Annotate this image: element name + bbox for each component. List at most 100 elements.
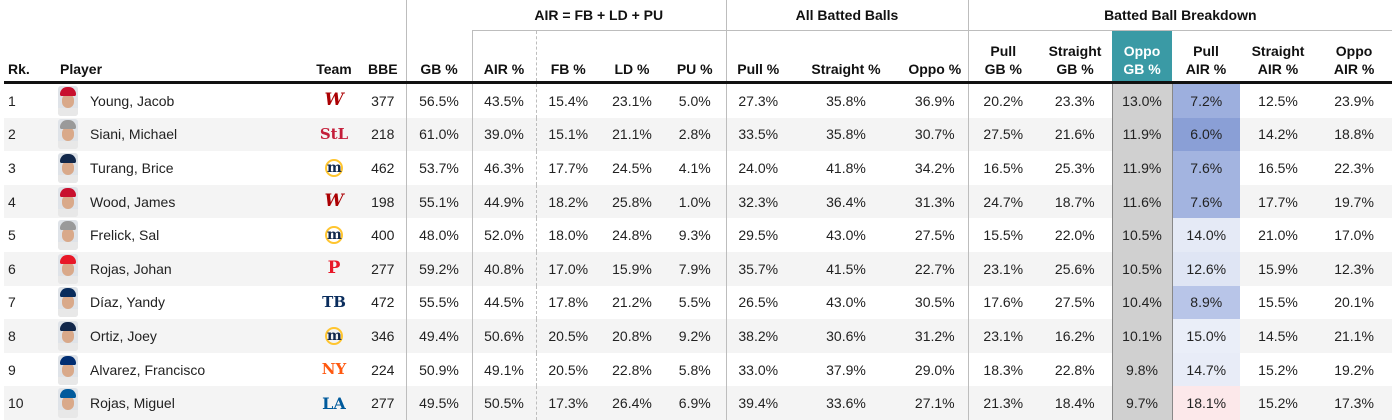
col-header-team[interactable]: Team xyxy=(308,30,360,84)
rank-cell: 4 xyxy=(4,184,52,219)
air-cell: 50.6% xyxy=(471,319,536,353)
player-name[interactable]: Wood, James xyxy=(90,193,176,210)
player-name[interactable]: Siani, Michael xyxy=(90,126,178,143)
fb-cell: 18.2% xyxy=(535,184,600,219)
pull-gb-cell: 16.5% xyxy=(967,151,1039,185)
gb-cell: 61.0% xyxy=(405,117,472,152)
player-wrap: Alvarez, Francisco xyxy=(52,354,308,385)
headshot-face xyxy=(62,228,74,243)
pull-air-cell: 8.9% xyxy=(1172,285,1241,320)
player-headshot-avatar xyxy=(58,186,78,217)
player-cell[interactable]: Alvarez, Francisco xyxy=(52,353,308,387)
straight-air-cell: 21.0% xyxy=(1258,227,1298,244)
player-cell[interactable]: Frelick, Sal xyxy=(52,218,308,252)
table-row-7[interactable]: 7 Díaz, Yandy TB 472 55.5% 44.5% 17.8% 2… xyxy=(4,285,1392,320)
oppo-gb-cell: 10.4% xyxy=(1111,285,1173,320)
headshot-face xyxy=(62,396,74,411)
player-cell[interactable]: Ortiz, Joey xyxy=(52,319,308,353)
team-cell: W xyxy=(308,184,360,219)
player-cell[interactable]: Young, Jacob xyxy=(52,83,308,118)
headshot-cap xyxy=(60,187,76,197)
col-header-pull-gb[interactable]: Pull GB % xyxy=(967,30,1039,84)
table-row-5[interactable]: 5 Frelick, Sal m 400 48.0% 52.0% 18.0% 2… xyxy=(4,218,1392,252)
air-cell: 46.3% xyxy=(471,151,536,185)
headshot-cap xyxy=(60,355,76,365)
col-header-rank[interactable]: Rk. xyxy=(4,30,52,84)
player-headshot-avatar xyxy=(58,287,78,318)
dodgers-logo-icon: LA xyxy=(322,393,346,413)
col-header-player[interactable]: Player xyxy=(52,30,308,84)
player-cell[interactable]: Siani, Michael xyxy=(52,117,308,152)
table-row-10[interactable]: 10 Rojas, Miguel LA 277 49.5% 50.5% 17.3… xyxy=(4,386,1393,420)
bbe-cell: 198 xyxy=(360,184,406,219)
player-name[interactable]: Turang, Brice xyxy=(90,159,174,176)
col-header-straight[interactable]: Straight % xyxy=(790,30,902,84)
straight-cell: 41.8% xyxy=(826,159,866,176)
col-header-gb[interactable]: GB % xyxy=(405,30,472,84)
table-row-3[interactable]: 3 Turang, Brice m 462 53.7% 46.3% 17.7% … xyxy=(4,151,1392,185)
player-cell[interactable]: Díaz, Yandy xyxy=(52,286,308,320)
col-header-straight-air[interactable]: Straight AIR % xyxy=(1240,30,1317,84)
oppo-cell: 36.9% xyxy=(914,92,955,109)
player-cell[interactable]: Wood, James xyxy=(52,184,308,219)
fb-cell: 20.5% xyxy=(535,352,600,387)
brewers-logo-icon: m xyxy=(325,158,343,177)
pull-air-cell: 15.0% xyxy=(1172,319,1241,353)
col-header-bbe[interactable]: BBE xyxy=(360,30,406,84)
straight-gb-cell: 22.8% xyxy=(1054,361,1095,378)
player-cell[interactable]: Turang, Brice xyxy=(52,151,308,185)
col-header-pull-gb-line1: Pull xyxy=(990,43,1017,59)
batted-ball-table: AIR = FB + LD + PU All Batted Balls Batt… xyxy=(4,0,1393,420)
oppo-cell: 22.7% xyxy=(902,251,969,286)
player-name[interactable]: Rojas, Miguel xyxy=(90,395,175,412)
oppo-cell: 30.7% xyxy=(902,117,969,152)
oppo-air-cell: 18.8% xyxy=(1316,117,1393,152)
col-header-oppo-air[interactable]: Oppo AIR % xyxy=(1316,30,1393,84)
player-cell[interactable]: Rojas, Johan xyxy=(52,251,308,286)
player-headshot-avatar xyxy=(58,388,78,419)
player-headshot-avatar xyxy=(58,220,78,251)
col-header-pu[interactable]: PU % xyxy=(664,30,726,84)
table-row-9[interactable]: 9 Alvarez, Francisco NY 224 50.9% 49.1% … xyxy=(4,352,1392,387)
oppo-gb-cell: 11.6% xyxy=(1111,184,1173,219)
player-headshot-avatar xyxy=(58,119,78,150)
mets-logo-icon: NY xyxy=(321,360,347,379)
player-name[interactable]: Díaz, Yandy xyxy=(90,294,165,311)
col-header-air[interactable]: AIR % xyxy=(471,30,536,84)
col-header-ld[interactable]: LD % xyxy=(600,30,664,84)
table-row-1[interactable]: 1 Young, Jacob W 377 56.5% 43.5% 15.4% 2… xyxy=(4,82,1392,118)
player-name[interactable]: Ortiz, Joey xyxy=(90,327,157,344)
player-name[interactable]: Alvarez, Francisco xyxy=(90,361,206,378)
headshot-jersey xyxy=(58,342,78,351)
oppo-cell: 34.2% xyxy=(914,159,955,176)
player-name[interactable]: Frelick, Sal xyxy=(90,227,160,244)
table-row-8[interactable]: 8 Ortiz, Joey m 346 49.4% 50.6% 20.5% 20… xyxy=(4,319,1393,353)
table-row-2[interactable]: 2 Siani, Michael StL 218 61.0% 39.0% 15.… xyxy=(4,117,1393,152)
col-header-fb[interactable]: FB % xyxy=(535,30,600,84)
player-cell[interactable]: Rojas, Miguel xyxy=(52,386,308,420)
col-header-pull-air[interactable]: Pull AIR % xyxy=(1172,30,1241,84)
gb-cell: 48.0% xyxy=(405,218,472,252)
player-name[interactable]: Rojas, Johan xyxy=(90,260,172,277)
col-header-straight-gb[interactable]: Straight GB % xyxy=(1038,30,1113,84)
oppo-cell: 31.3% xyxy=(902,184,969,219)
straight-cell: 33.6% xyxy=(790,386,902,420)
player-name[interactable]: Young, Jacob xyxy=(90,92,175,109)
oppo-air-cell: 20.1% xyxy=(1334,294,1374,311)
pull-air-cell: 12.6% xyxy=(1172,251,1241,286)
headshot-cap xyxy=(60,254,76,264)
col-header-oppo-gb[interactable]: Oppo GB % xyxy=(1112,30,1173,84)
group-spacer xyxy=(4,0,406,31)
col-header-pull[interactable]: Pull % xyxy=(725,30,790,84)
straight-air-cell: 17.7% xyxy=(1240,184,1317,219)
col-header-oppo[interactable]: Oppo % xyxy=(902,30,969,84)
headshot-cap xyxy=(60,153,76,163)
gb-cell: 56.5% xyxy=(405,82,472,118)
nationals-logo-icon: W xyxy=(324,191,344,212)
player-wrap: Siani, Michael xyxy=(52,119,308,150)
rank-cell: 1 xyxy=(8,92,16,109)
oppo-cell: 30.5% xyxy=(914,294,955,311)
headshot-jersey xyxy=(58,275,78,284)
table-row-4[interactable]: 4 Wood, James W 198 55.1% 44.9% 18.2% 25… xyxy=(4,184,1393,219)
table-row-6[interactable]: 6 Rojas, Johan P 277 59.2% 40.8% 17.0% 1… xyxy=(4,251,1393,286)
